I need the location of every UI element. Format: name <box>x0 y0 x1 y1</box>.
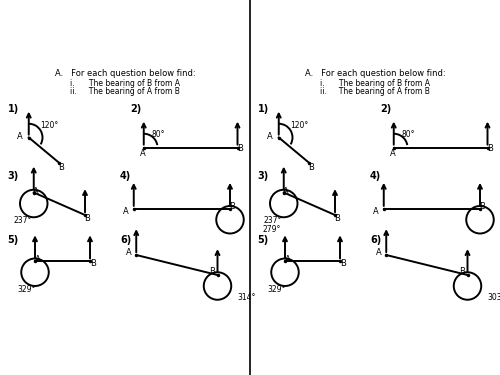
Text: i.      The bearing of B from A: i. The bearing of B from A <box>70 79 180 88</box>
Text: 329°: 329° <box>18 285 36 294</box>
Text: 329°: 329° <box>268 285 286 294</box>
Text: 3): 3) <box>8 171 19 181</box>
Text: B: B <box>308 163 314 172</box>
Text: 80°: 80° <box>151 130 165 139</box>
Text: B: B <box>230 202 235 211</box>
Text: 2): 2) <box>380 104 391 114</box>
Text: A: A <box>34 255 40 264</box>
Text: 303°: 303° <box>488 294 500 303</box>
Text: A: A <box>140 149 145 158</box>
Text: B: B <box>58 163 64 172</box>
Text: B: B <box>488 144 494 153</box>
Text: 120°: 120° <box>290 121 308 130</box>
Text: B: B <box>334 214 340 223</box>
Text: 120°: 120° <box>40 121 58 130</box>
Text: B: B <box>460 267 466 276</box>
Text: 5): 5) <box>8 235 19 245</box>
Text: A: A <box>284 255 290 264</box>
Text: 5): 5) <box>258 235 269 245</box>
Text: 4): 4) <box>120 171 131 181</box>
Text: ii.     The bearing of A from B: ii. The bearing of A from B <box>70 87 180 96</box>
Text: A: A <box>376 248 382 257</box>
Text: 1): 1) <box>258 104 269 114</box>
Text: 1): 1) <box>8 104 19 114</box>
Text: 2): 2) <box>130 104 141 114</box>
Text: 279°: 279° <box>262 225 281 234</box>
Text: A: A <box>17 132 23 141</box>
Text: A: A <box>374 207 379 216</box>
Text: A.   For each question below find:: A. For each question below find: <box>304 69 446 78</box>
Text: A: A <box>126 248 132 257</box>
Text: A: A <box>124 207 129 216</box>
Text: 314°: 314° <box>238 294 256 303</box>
Text: ii.     The bearing of A from B: ii. The bearing of A from B <box>320 87 430 96</box>
Text: B: B <box>210 267 216 276</box>
Text: B: B <box>90 259 96 268</box>
Text: B: B <box>480 202 486 211</box>
Text: A: A <box>284 187 289 196</box>
Text: 237°: 237° <box>14 216 32 225</box>
Text: A: A <box>267 132 273 141</box>
Text: 6): 6) <box>370 235 382 245</box>
Text: B: B <box>238 144 244 153</box>
Text: A: A <box>34 187 39 196</box>
Text: B: B <box>84 214 90 223</box>
Text: 3): 3) <box>258 171 269 181</box>
Text: 6): 6) <box>120 235 131 245</box>
Text: 4): 4) <box>370 171 382 181</box>
Text: B: B <box>340 259 346 268</box>
Text: A.   For each question below find:: A. For each question below find: <box>54 69 196 78</box>
Text: 80°: 80° <box>401 130 415 139</box>
Text: A: A <box>390 149 396 158</box>
Text: i.      The bearing of B from A: i. The bearing of B from A <box>320 79 430 88</box>
Text: 237°: 237° <box>264 216 282 225</box>
